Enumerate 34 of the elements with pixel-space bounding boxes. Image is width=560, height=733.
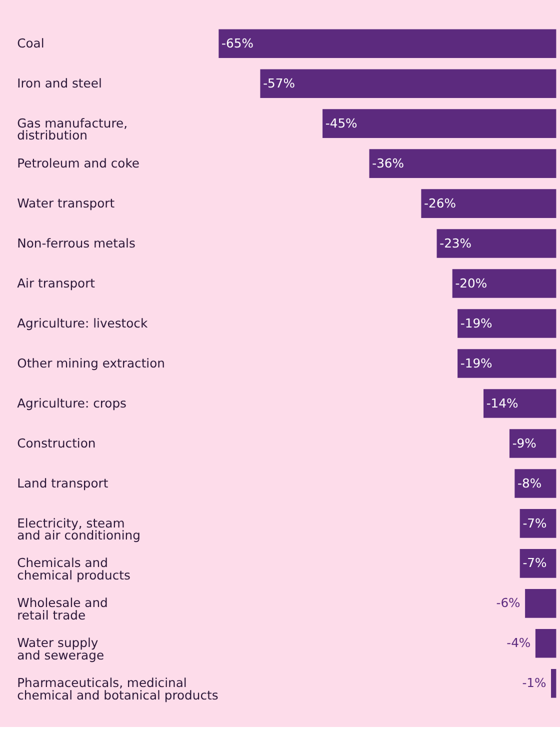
y-tick-label: Gas manufacture, distribution <box>17 116 128 143</box>
data-label: -20% <box>455 276 488 290</box>
data-label: -7% <box>522 516 548 530</box>
y-tick-label: Pharmaceuticals, medicinal chemical and botanical products <box>17 676 218 703</box>
y-tick-label: Coal <box>17 36 44 50</box>
y-tick-label: Wholesale and retail trade <box>17 596 108 623</box>
data-label: -19% <box>460 316 493 330</box>
y-tick-label: Petroleum and coke <box>17 156 140 170</box>
y-tick-label: Air transport <box>17 276 96 290</box>
data-label: -14% <box>486 396 519 410</box>
data-label: -4% <box>506 636 531 650</box>
y-tick-label: Agriculture: crops <box>17 396 127 410</box>
data-label: -65% <box>222 36 254 50</box>
data-label: -7% <box>522 556 548 570</box>
y-tick-label: Iron and steel <box>17 76 102 90</box>
y-tick-label: Other mining extraction <box>17 356 165 370</box>
data-label: -45% <box>325 116 358 130</box>
data-label: -23% <box>440 236 472 250</box>
y-tick-label: Construction <box>17 436 96 450</box>
y-tick-label: Electricity, steam and air conditioning <box>17 516 140 543</box>
data-label: -57% <box>263 76 296 90</box>
y-tick-label: Water supply and sewerage <box>17 636 104 663</box>
data-label: -1% <box>522 676 547 690</box>
y-tick-label: Non-ferrous metals <box>17 236 136 250</box>
data-label: -6% <box>496 596 521 610</box>
y-tick-label: Land transport <box>17 476 108 490</box>
data-label: -8% <box>518 476 542 490</box>
y-tick-label: Water transport <box>17 196 115 210</box>
data-label: -26% <box>424 196 456 210</box>
y-tick-label: Chemicals and chemical products <box>17 556 130 583</box>
data-label: -19% <box>460 356 493 370</box>
y-tick-label: Agriculture: livestock <box>17 316 148 330</box>
data-label: -9% <box>512 436 537 450</box>
data-label: -36% <box>372 156 404 170</box>
